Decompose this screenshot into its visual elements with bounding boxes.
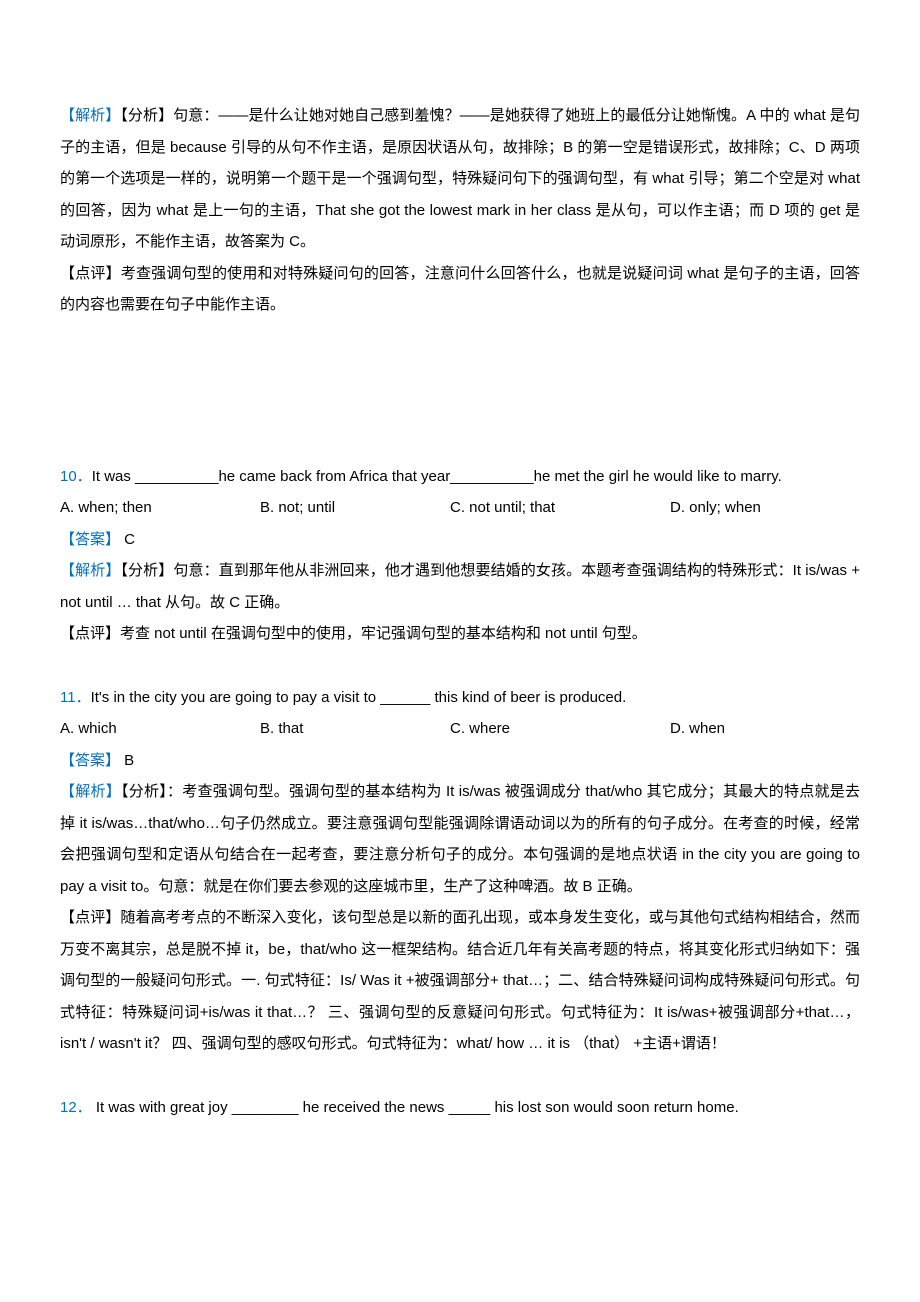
q10-answer-row: 【答案】 C [60,524,860,556]
answer-label: 【答案】 [60,531,120,548]
q11-stem: 11．It's in the city you are going to pay… [60,682,860,714]
q11-option-a: A. which [60,713,260,745]
question-gap [60,1060,860,1092]
question-gap [60,650,860,682]
q10-option-b: B. not; until [260,492,450,524]
analysis-label: 【解析】 [60,562,120,579]
analysis-label: 【解析】 [60,107,120,124]
q10-answer-value: C [120,531,135,548]
q9-comment: 【点评】考查强调句型的使用和对特殊疑问句的回答，注意问什么回答什么，也就是说疑问… [60,258,860,321]
q10-stem: 10．It was __________he came back from Af… [60,461,860,493]
q9-analysis-body: 【分析】句意：——是什么让她对她自己感到羞愧？——是她获得了她班上的最低分让她惭… [60,107,860,250]
section-gap [60,321,860,461]
q10-option-d: D. only; when [670,492,860,524]
q11-option-d: D. when [670,713,860,745]
q12-stem: 12． It was with great joy ________ he re… [60,1092,860,1124]
q12-number: 12． [60,1099,92,1116]
q11-option-b: B. that [260,713,450,745]
q11-analysis-body: 【分析】：考查强调句型。强调句型的基本结构为 It is/was 被强调成分 t… [60,783,860,895]
q11-number: 11． [60,689,91,706]
q11-comment: 【点评】随着高考考点的不断深入变化，该句型总是以新的面孔出现，或本身发生变化，或… [60,902,860,1060]
q11-stem-text: It's in the city you are going to pay a … [91,689,627,706]
q10-comment: 【点评】考查 not until 在强调句型中的使用，牢记强调句型的基本结构和 … [60,618,860,650]
q10-stem-text: It was __________he came back from Afric… [92,468,782,485]
q10-option-a: A. when; then [60,492,260,524]
q11-answer-value: B [120,752,134,769]
q10-number: 10． [60,468,92,485]
q11-option-c: C. where [450,713,670,745]
q11-analysis-paragraph: 【解析】【分析】：考查强调句型。强调句型的基本结构为 It is/was 被强调… [60,776,860,902]
answer-label: 【答案】 [60,752,120,769]
analysis-label: 【解析】 [60,783,121,800]
q10-analysis-body: 【分析】句意：直到那年他从非洲回来，他才遇到他想要结婚的女孩。本题考查强调结构的… [60,562,860,611]
q12-stem-text: It was with great joy ________ he receiv… [92,1099,739,1116]
q11-options-row: A. which B. that C. where D. when [60,713,860,745]
q9-analysis-paragraph: 【解析】【分析】句意：——是什么让她对她自己感到羞愧？——是她获得了她班上的最低… [60,100,860,258]
q11-answer-row: 【答案】 B [60,745,860,777]
q10-option-c: C. not until; that [450,492,670,524]
q10-analysis-paragraph: 【解析】【分析】句意：直到那年他从非洲回来，他才遇到他想要结婚的女孩。本题考查强… [60,555,860,618]
q10-options-row: A. when; then B. not; until C. not until… [60,492,860,524]
